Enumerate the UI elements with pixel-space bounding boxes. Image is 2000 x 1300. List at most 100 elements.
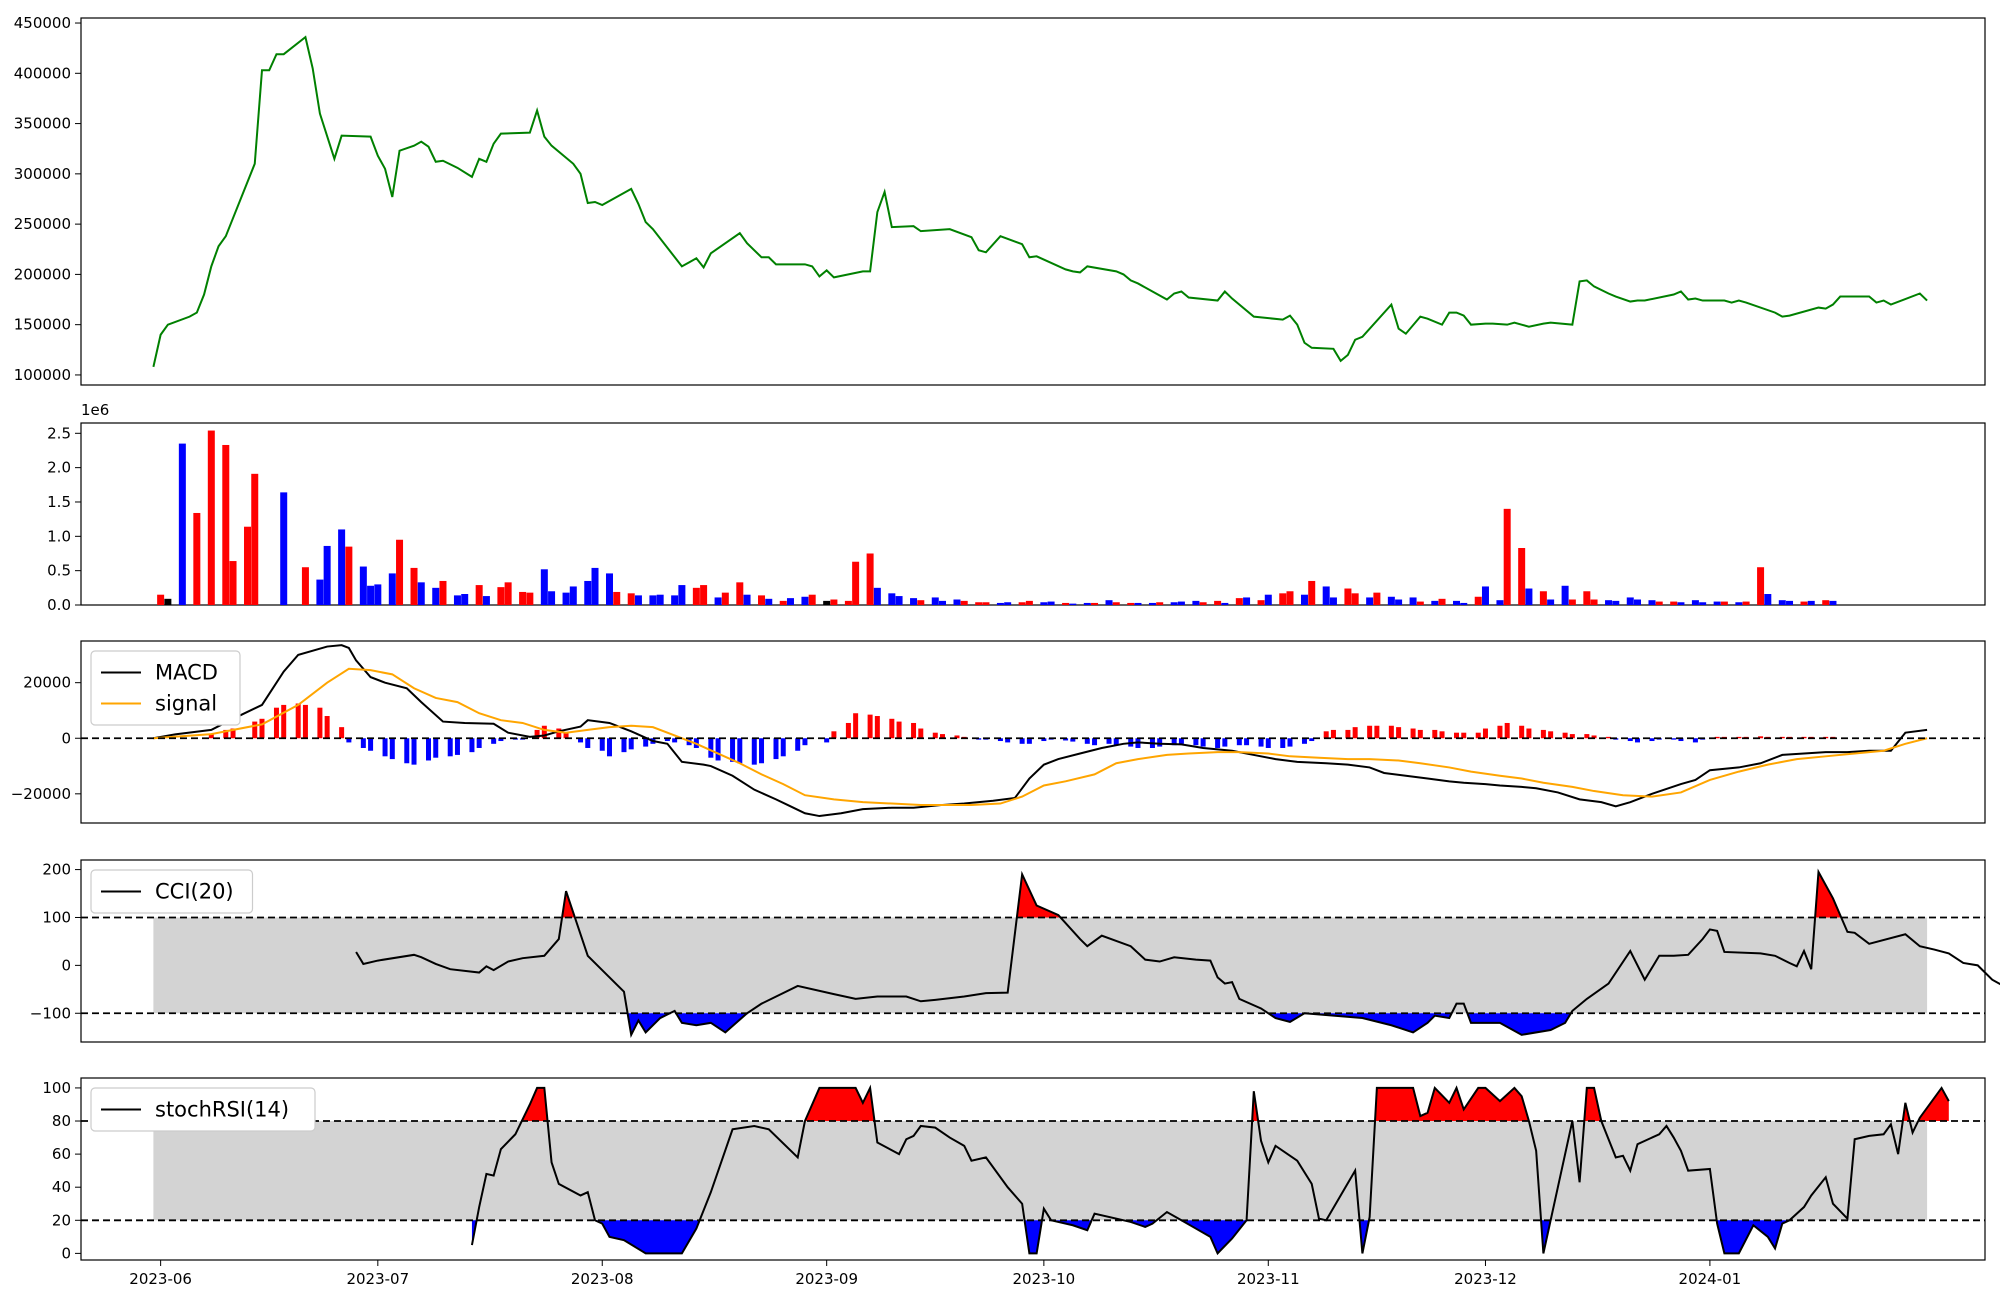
macd-histogram-bar [940, 734, 946, 739]
volume-bar [1243, 597, 1251, 605]
volume-bar [1496, 600, 1504, 605]
volume-bar [540, 569, 548, 605]
volume-bar [1409, 597, 1417, 605]
threshold-bands [153, 917, 1928, 1221]
volume-bar [497, 587, 505, 605]
volume-bar [359, 566, 367, 605]
volume-bar [504, 582, 512, 605]
volume-bar [852, 561, 860, 605]
price-ytick-label: 350000 [14, 115, 71, 133]
macd-histogram-bar [281, 704, 287, 739]
macd-histogram-bar [1200, 738, 1206, 747]
macd-histogram-bar [780, 738, 786, 757]
macd-histogram-bar [1736, 736, 1742, 739]
macd-histogram-bar [708, 738, 714, 758]
volume-bar [1735, 602, 1743, 605]
volume-bar [605, 573, 613, 605]
xtick-label: 2024-01 [1679, 1270, 1742, 1288]
macd-histogram-bar [339, 727, 345, 739]
macd-histogram-bar [1526, 728, 1532, 739]
macd-histogram-bar [208, 734, 214, 739]
xtick-label: 2023-11 [1237, 1270, 1300, 1288]
volume-bar [388, 573, 396, 605]
volume-bar [1670, 601, 1678, 605]
macd-histogram-bar [628, 738, 634, 750]
volume-bar [1713, 601, 1721, 605]
macd-histogram-bar [831, 731, 837, 739]
macd-histogram-bar [751, 738, 757, 765]
macd-histogram-bar [476, 738, 482, 748]
macd-legend-box [90, 650, 241, 726]
volume-bar [591, 567, 599, 605]
macd-histogram-bar [1258, 738, 1264, 747]
volume-bar [1221, 602, 1229, 605]
volume-bar [1083, 602, 1091, 605]
volume-ytick-label: 0.0 [47, 596, 71, 614]
stochrsi-ytick-label: 20 [52, 1211, 71, 1229]
macd-histogram-bar [1540, 729, 1546, 739]
macd-histogram-bar [223, 729, 229, 739]
macd-histogram-bar [1475, 732, 1481, 739]
price-ytick-label: 250000 [14, 215, 71, 233]
volume-bar [1438, 598, 1446, 605]
macd-histogram-bar [1265, 738, 1271, 748]
volume-bar [338, 529, 346, 605]
macd-histogram-bar [896, 721, 902, 739]
volume-bar [1807, 600, 1815, 605]
macd-histogram-bar [1692, 738, 1698, 743]
macd-histogram-bar [1236, 738, 1242, 746]
macd-histogram-bar [1005, 738, 1011, 743]
macd-histogram-bar [997, 738, 1003, 742]
volume-bar [613, 591, 621, 605]
volume-bar [417, 582, 425, 605]
volume-bar [1387, 596, 1395, 605]
macd-histogram-bar [845, 722, 851, 739]
macd-histogram-bar [1678, 738, 1684, 742]
macd-histogram-bar [1497, 725, 1503, 739]
volume-bar [1351, 593, 1359, 605]
volume-bar [178, 443, 186, 605]
volume-bar [1069, 603, 1077, 605]
volume-offset-label: 1e6 [81, 401, 109, 419]
macd-histogram-bar [1287, 738, 1293, 747]
legends: MACD signal CCI(20) stochRSI(14) [90, 650, 316, 1132]
macd-histogram-bar [1092, 738, 1098, 746]
volume-bar [1764, 594, 1772, 605]
macd-histogram-bar [426, 738, 431, 761]
macd-histogram-bar [578, 738, 584, 743]
stochrsi-overbought-fill [804, 1087, 875, 1122]
macd-histogram-bar [1244, 738, 1250, 746]
macd-legend: MACD signal [90, 650, 241, 726]
macd-histogram-bar [918, 728, 924, 739]
volume-bar [453, 595, 461, 605]
macd-histogram-bar [1779, 736, 1785, 739]
volume-bar [765, 598, 773, 605]
volume-ytick-label: 2.5 [47, 424, 71, 442]
volume-bar [1677, 602, 1685, 605]
volume-bar [1590, 599, 1598, 605]
volume-bar [1503, 508, 1511, 605]
macd-histogram-bar [585, 738, 591, 748]
stochrsi-legend-label: stochRSI(14) [155, 1098, 289, 1122]
volume-bar [244, 526, 252, 605]
volume-bar [1105, 600, 1113, 605]
macd-histogram-bar [389, 738, 395, 760]
cci-band [153, 917, 1928, 1014]
stochrsi-ytick-label: 80 [52, 1112, 71, 1130]
macd-histogram-bar [643, 738, 649, 747]
macd-histogram-bar [599, 738, 605, 751]
volume-bar [1395, 599, 1403, 605]
volume-bar [1634, 599, 1641, 605]
volume-bar [461, 594, 469, 605]
macd-histogram-bar [802, 738, 808, 746]
volume-bar [721, 592, 729, 605]
macd-histogram-bar [1519, 725, 1525, 739]
volume-bar [1112, 602, 1120, 605]
macd-histogram-bar [404, 738, 410, 764]
stochrsi-line [470, 1084, 1950, 1256]
cci-oversold-fill [1467, 1013, 1571, 1035]
stochrsi-oversold-fill [1716, 1220, 1790, 1254]
macd-ytick-label: 0 [61, 729, 71, 747]
stochrsi-overbought-fill [1375, 1087, 1529, 1122]
volume-bar [786, 598, 794, 605]
